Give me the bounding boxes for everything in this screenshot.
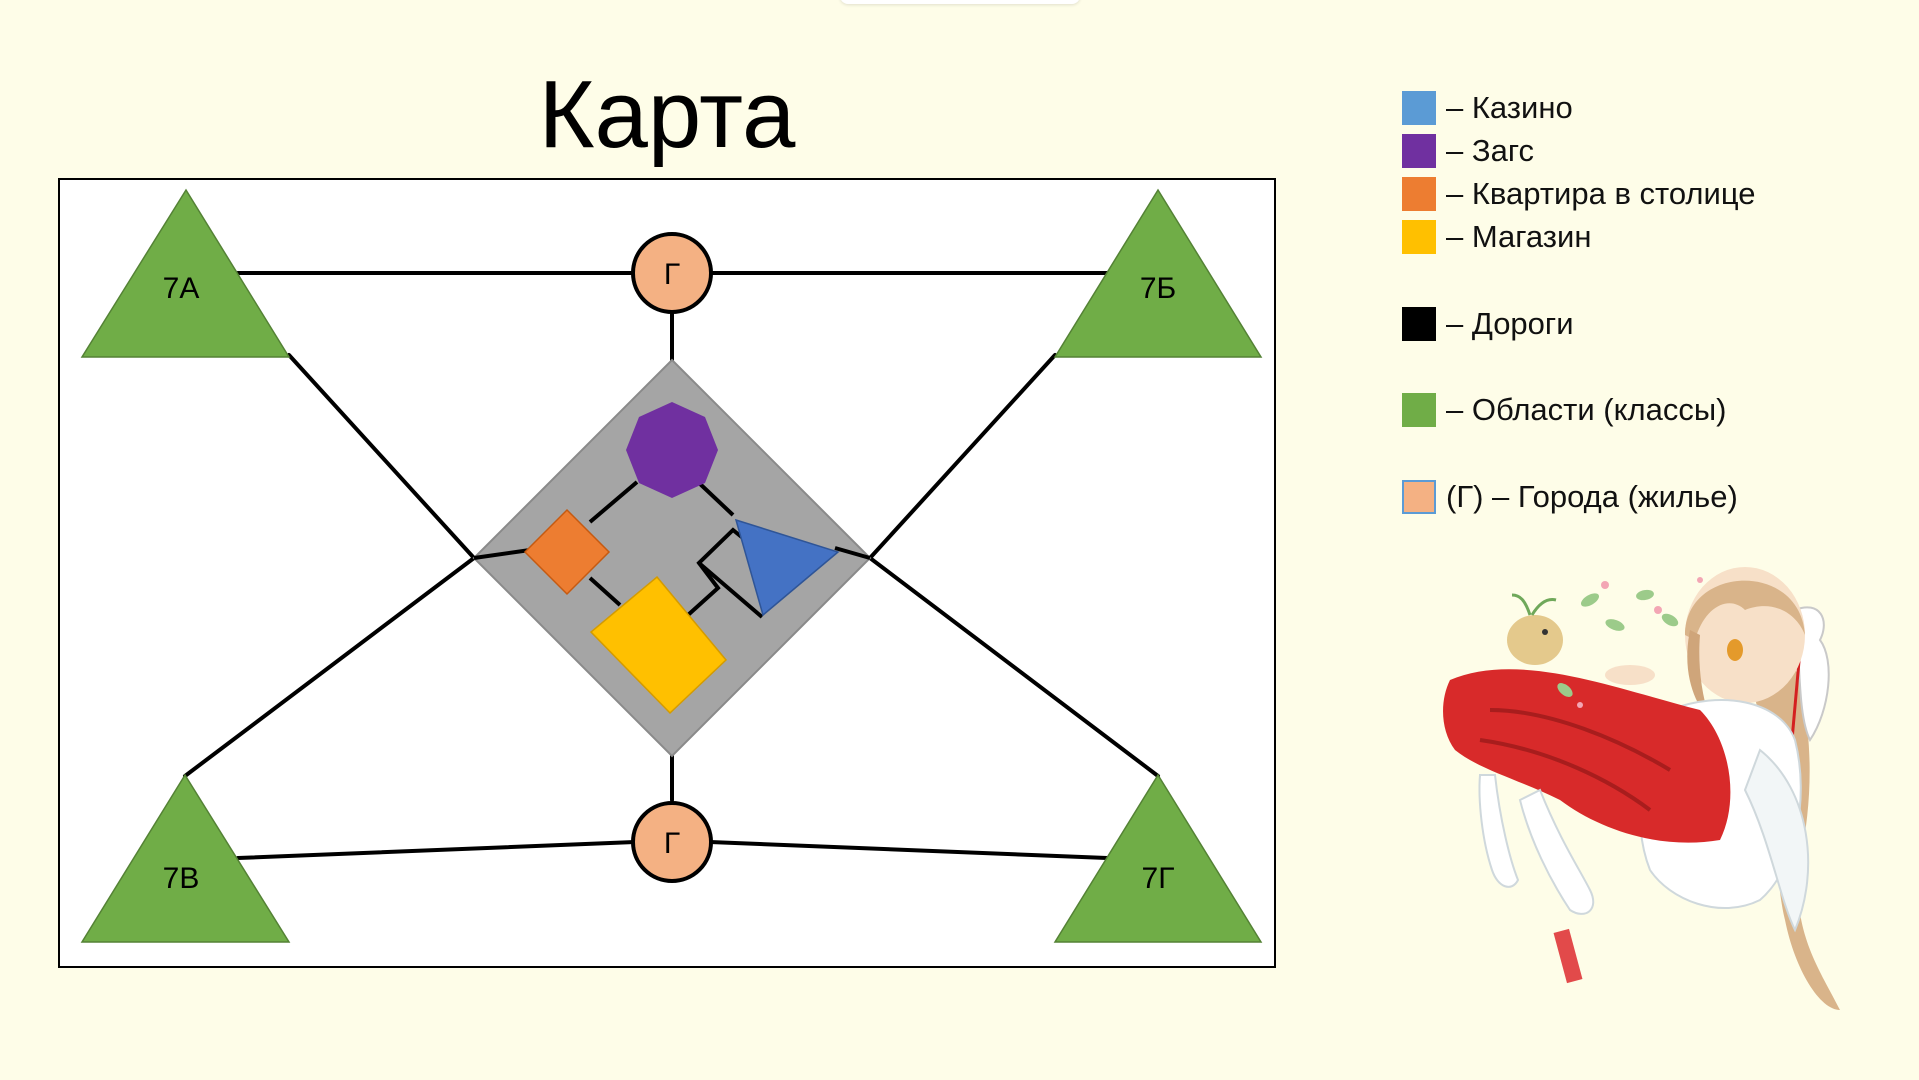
legend-label-regions: – Области (классы) bbox=[1446, 392, 1727, 427]
roads bbox=[183, 271, 1160, 860]
city-top-label: Г bbox=[664, 258, 680, 291]
top-tab[interactable] bbox=[840, 0, 1080, 4]
region-7g[interactable]: 7Г bbox=[1053, 773, 1263, 943]
hair-side bbox=[1687, 630, 1710, 720]
road-zags-apartment bbox=[588, 480, 639, 524]
roads-swatch bbox=[1402, 307, 1436, 341]
region-7b-label: 7Б bbox=[1140, 272, 1176, 305]
zags-heptagon bbox=[626, 402, 718, 498]
legend-item-casino: – Казино bbox=[1402, 90, 1573, 126]
zags-swatch bbox=[1402, 134, 1436, 168]
shop-diamond bbox=[589, 575, 728, 715]
center-district bbox=[472, 358, 872, 758]
regions-swatch bbox=[1402, 393, 1436, 427]
region-7a-triangle bbox=[80, 188, 291, 358]
petals bbox=[1577, 577, 1703, 708]
paper-charm bbox=[1553, 928, 1583, 984]
legend-label-casino: – Казино bbox=[1446, 90, 1573, 125]
hakama-fold bbox=[1489, 708, 1672, 772]
cities-swatch bbox=[1402, 480, 1436, 514]
legend-item-regions: – Области (классы) bbox=[1402, 392, 1726, 428]
legend-label-cities: (Г) – Города (жилье) bbox=[1446, 479, 1738, 514]
character-illustration bbox=[1443, 567, 1840, 1010]
road-7v-center bbox=[183, 556, 476, 778]
road-apartment-shop bbox=[588, 576, 622, 607]
city-bottom[interactable]: Г bbox=[631, 801, 713, 883]
apartment-swatch bbox=[1402, 177, 1436, 211]
region-7g-triangle bbox=[1053, 773, 1263, 943]
legend-label-apartment: – Квартира в столице bbox=[1446, 176, 1756, 211]
road-7a-center bbox=[287, 353, 476, 560]
character-leg-2 bbox=[1478, 774, 1520, 888]
legend-item-roads: – Дороги bbox=[1402, 306, 1574, 342]
casino-swatch bbox=[1402, 91, 1436, 125]
legend-label-shop: – Магазин bbox=[1446, 219, 1592, 254]
region-7a[interactable]: 7А bbox=[80, 188, 291, 358]
region-7b[interactable]: 7Б bbox=[1053, 188, 1263, 358]
city-top[interactable]: Г bbox=[631, 232, 713, 314]
bird-eye bbox=[1542, 629, 1548, 635]
city-bottom-label: Г bbox=[664, 827, 680, 860]
region-7a-label: 7А bbox=[163, 272, 200, 305]
character-hand bbox=[1605, 665, 1655, 685]
character-eye bbox=[1727, 639, 1743, 661]
road-7b-center bbox=[868, 353, 1057, 560]
legend-item-apartment: – Квартира в столице bbox=[1402, 176, 1756, 212]
road-zags-casino bbox=[696, 480, 735, 517]
legend-label-zags: – Загс bbox=[1446, 133, 1534, 168]
legend-item-shop: – Магазин bbox=[1402, 219, 1591, 255]
region-7v-label: 7В bbox=[163, 862, 200, 895]
hair-front bbox=[1685, 580, 1805, 640]
legend-item-cities: (Г) – Города (жилье) bbox=[1402, 479, 1738, 515]
leaves bbox=[1557, 589, 1679, 697]
road-casino-bottom bbox=[697, 561, 764, 619]
casino-triangle bbox=[734, 518, 840, 617]
apartment-diamond bbox=[523, 508, 611, 596]
road-bottom-city-7g bbox=[708, 840, 1109, 860]
legend-item-zags: – Загс bbox=[1402, 133, 1534, 169]
road-center-right-link bbox=[834, 546, 871, 560]
bird-sprout bbox=[1511, 593, 1557, 616]
shop-swatch bbox=[1402, 220, 1436, 254]
legend-label-roads: – Дороги bbox=[1446, 306, 1574, 341]
character-leg bbox=[1518, 788, 1595, 915]
road-7g-center bbox=[868, 556, 1160, 778]
kimono-sleeve bbox=[1743, 748, 1810, 933]
page-title: Карта bbox=[538, 61, 796, 168]
region-7b-triangle bbox=[1053, 188, 1263, 358]
bird-body bbox=[1507, 615, 1563, 665]
road-center-left-link bbox=[473, 548, 531, 560]
hakama-fold-2 bbox=[1479, 738, 1652, 812]
region-7v-triangle bbox=[80, 773, 291, 943]
road-7v-bottom-city bbox=[236, 840, 637, 860]
city-top-circle bbox=[631, 232, 713, 314]
region-7v[interactable]: 7В bbox=[80, 773, 291, 943]
city-bottom-circle bbox=[631, 801, 713, 883]
region-7g-label: 7Г bbox=[1142, 862, 1175, 895]
